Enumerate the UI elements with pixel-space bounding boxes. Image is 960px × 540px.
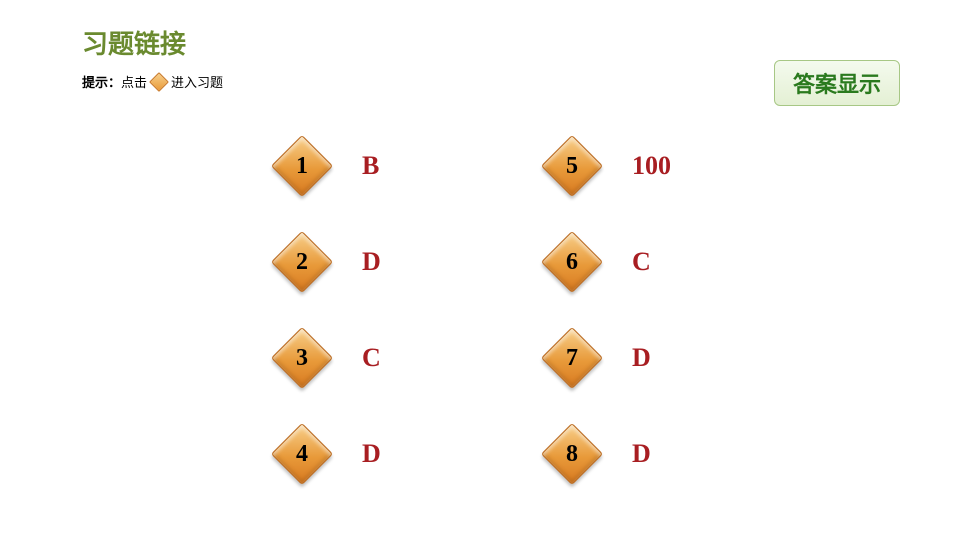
exercise-diamond-icon[interactable]: 1 (280, 144, 324, 188)
exercise-number: 1 (280, 144, 324, 188)
grid-row: 2 D 6 C (280, 214, 760, 310)
exercise-item: 8 D (520, 432, 760, 476)
exercise-diamond-icon[interactable]: 2 (280, 240, 324, 284)
page-title: 习题链接 (82, 24, 186, 61)
grid-row: 1 B 5 100 (280, 118, 760, 214)
exercise-diamond-icon[interactable]: 6 (550, 240, 594, 284)
exercise-number: 2 (280, 240, 324, 284)
hint-before: 点击 (121, 72, 147, 91)
hint-after: 进入习题 (171, 72, 223, 91)
grid-row: 4 D 8 D (280, 406, 760, 502)
exercise-number: 6 (550, 240, 594, 284)
exercise-number: 7 (550, 336, 594, 380)
exercise-item: 1 B (280, 144, 520, 188)
exercise-answer: B (362, 151, 379, 181)
exercise-item: 4 D (280, 432, 520, 476)
exercise-answer: C (632, 247, 651, 277)
exercise-answer: D (362, 439, 381, 469)
hint-label: 提示： (82, 72, 121, 91)
exercise-diamond-icon[interactable]: 4 (280, 432, 324, 476)
hint-diamond-icon (152, 75, 166, 89)
exercise-diamond-icon[interactable]: 5 (550, 144, 594, 188)
exercise-number: 3 (280, 336, 324, 380)
exercise-item: 3 C (280, 336, 520, 380)
exercise-number: 4 (280, 432, 324, 476)
exercise-diamond-icon[interactable]: 3 (280, 336, 324, 380)
exercise-answer: D (632, 439, 651, 469)
show-answers-button[interactable]: 答案显示 (774, 60, 900, 106)
exercise-answer: D (362, 247, 381, 277)
exercise-grid: 1 B 5 100 2 D 6 C 3 C 7 D 4 D (280, 118, 760, 502)
exercise-number: 5 (550, 144, 594, 188)
grid-row: 3 C 7 D (280, 310, 760, 406)
exercise-item: 7 D (520, 336, 760, 380)
hint-row: 提示： 点击 进入习题 (82, 72, 223, 91)
exercise-answer: 100 (632, 151, 671, 181)
exercise-answer: C (362, 343, 381, 373)
exercise-answer: D (632, 343, 651, 373)
exercise-item: 2 D (280, 240, 520, 284)
exercise-item: 6 C (520, 240, 760, 284)
exercise-diamond-icon[interactable]: 7 (550, 336, 594, 380)
exercise-item: 5 100 (520, 144, 760, 188)
exercise-diamond-icon[interactable]: 8 (550, 432, 594, 476)
exercise-number: 8 (550, 432, 594, 476)
